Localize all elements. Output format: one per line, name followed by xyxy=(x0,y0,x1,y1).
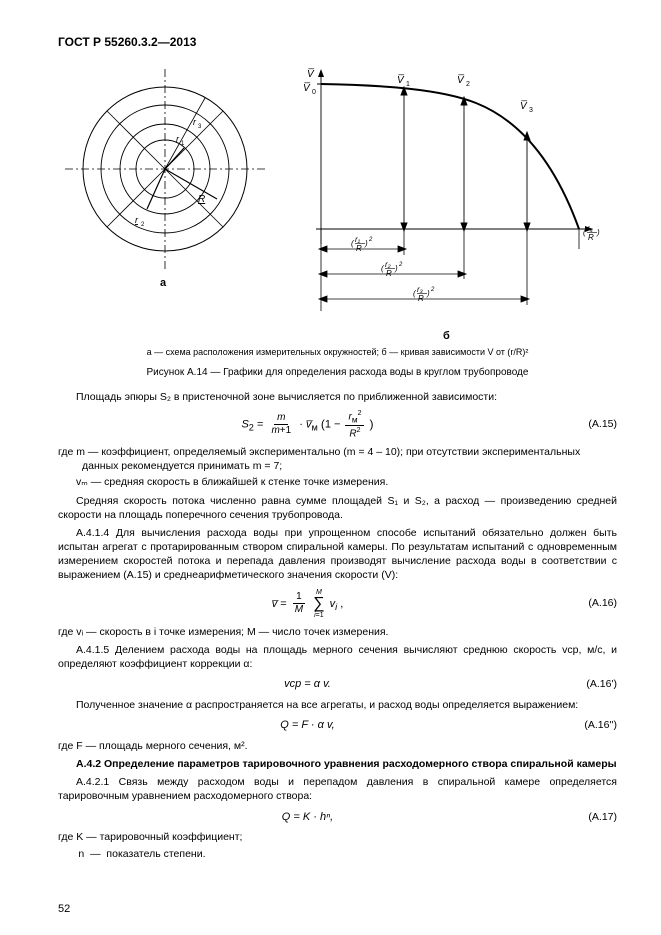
svg-text:r: r xyxy=(176,134,180,144)
formula-A16pp: Q = F · α v, (А.16'') xyxy=(58,718,617,733)
svg-text:R: R xyxy=(356,244,362,253)
p6: А.4.2.1 Связь между расходом воды и пере… xyxy=(58,775,617,803)
page-number: 52 xyxy=(58,902,70,917)
formula-A17: Q = K · hⁿ, (А.17) xyxy=(58,810,617,825)
svg-text:3: 3 xyxy=(529,107,533,114)
svg-text:1: 1 xyxy=(406,81,410,88)
svg-text:): ) xyxy=(596,228,600,237)
p2: Средняя скорость потока численно равна с… xyxy=(58,494,617,522)
p4: А.4.1.5 Делением расхода воды на площадь… xyxy=(58,643,617,671)
svg-text:r₂: r₂ xyxy=(385,260,391,269)
where-vM: vₘ — средняя скорость в ближайшей к стен… xyxy=(58,475,617,489)
svg-text:r: r xyxy=(135,215,139,225)
svg-text:R: R xyxy=(418,294,424,303)
svg-text:V̅: V̅ xyxy=(307,68,315,80)
svg-text:r₄: r₄ xyxy=(587,224,593,233)
svg-text:2: 2 xyxy=(430,287,435,293)
svg-text:2: 2 xyxy=(141,222,145,228)
svg-text:а: а xyxy=(160,277,167,289)
figure-caption-ab: а — схема расположения измерительных окр… xyxy=(58,346,617,358)
svg-text:б: б xyxy=(443,330,450,342)
svg-text:1: 1 xyxy=(181,141,185,147)
formula-A15: S2 = mm+1 · v̅м (1 − rм2R2 ) (А.15) xyxy=(58,410,617,439)
svg-text:): ) xyxy=(426,289,430,298)
svg-text:V̅: V̅ xyxy=(457,74,465,86)
where-n: n — показатель степени. xyxy=(58,847,617,861)
svg-text:2: 2 xyxy=(600,226,601,232)
svg-text:0: 0 xyxy=(312,89,316,96)
figure-row: R r1 r2 r3 а V̅ V̅ xyxy=(58,64,617,344)
svg-text:2: 2 xyxy=(398,262,403,268)
where-K: где K — тарировочный коэффициент; xyxy=(58,830,617,844)
svg-text:2: 2 xyxy=(466,81,470,88)
p3: А.4.1.4 Для вычисления расхода воды при … xyxy=(58,526,617,583)
curve-graph: V̅ V̅0 V̅1 V̅2 V̅3 xyxy=(291,64,601,344)
svg-text:R: R xyxy=(386,269,392,278)
svg-text:V̅: V̅ xyxy=(303,82,311,94)
figure-title: Рисунок А.14 — Графики для определения р… xyxy=(58,366,617,380)
svg-text:R: R xyxy=(588,233,594,242)
where-F: где F — площадь мерного сечения, м². xyxy=(58,739,617,753)
sec-A42: А.4.2 Определение параметров тарировочно… xyxy=(58,757,617,771)
formula-A16: v̅ = 1M M∑i=1 vi , (А.16) xyxy=(58,589,617,619)
where-vi: где vᵢ — скорость в i точке измерения; M… xyxy=(58,625,617,639)
svg-text:3: 3 xyxy=(198,124,202,130)
svg-text:): ) xyxy=(394,264,398,273)
svg-text:2: 2 xyxy=(368,237,373,243)
svg-text:r: r xyxy=(193,117,197,127)
svg-text:): ) xyxy=(364,239,368,248)
formula-A16p: vср = α v. (А.16') xyxy=(58,677,617,692)
p5: Полученное значение α распространяется н… xyxy=(58,698,617,712)
where-m: где m — коэффициент, определяемый экспер… xyxy=(58,445,617,473)
svg-text:V̅: V̅ xyxy=(397,74,405,86)
circle-diagram: R r1 r2 r3 а xyxy=(58,64,273,289)
p1: Площадь эпюры S₂ в пристеночной зоне выч… xyxy=(58,390,617,404)
svg-text:R: R xyxy=(198,194,205,205)
svg-text:r₃: r₃ xyxy=(417,285,423,294)
svg-text:r₁: r₁ xyxy=(355,235,361,244)
svg-text:V̅: V̅ xyxy=(520,100,528,112)
doc-title: ГОСТ Р 55260.3.2—2013 xyxy=(58,34,617,50)
